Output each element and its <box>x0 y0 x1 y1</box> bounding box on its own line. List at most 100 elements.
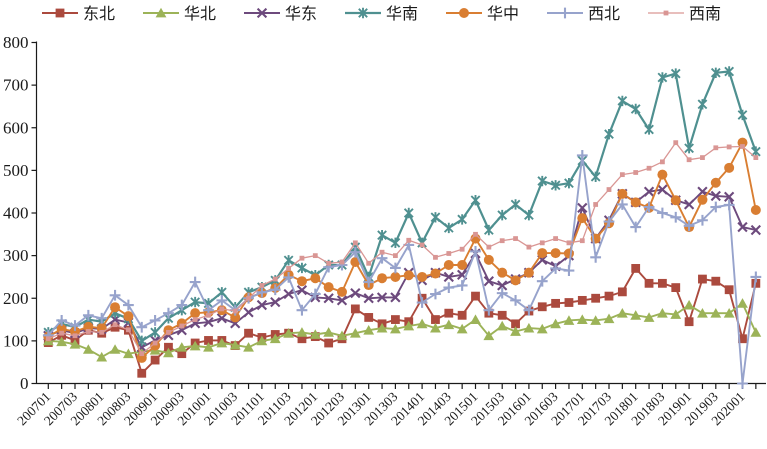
triangle-marker <box>430 322 441 333</box>
asterisk-marker <box>750 146 761 157</box>
triangle-marker <box>590 315 602 325</box>
dot-marker <box>326 260 332 266</box>
circle-marker <box>176 318 187 329</box>
square-marker <box>497 310 507 320</box>
asterisk-marker <box>430 212 441 223</box>
dot-marker <box>686 157 692 163</box>
triangle-marker <box>403 320 415 331</box>
triangle-marker <box>670 309 682 319</box>
square-marker <box>511 319 520 329</box>
x-axis-ticks: 2007012007032008012008032009012009032010… <box>14 383 757 428</box>
square-marker <box>711 276 721 286</box>
plus-marker <box>176 299 188 311</box>
dot-marker <box>232 308 238 314</box>
plus-marker <box>109 289 121 301</box>
plus-marker <box>523 304 535 316</box>
legend-label-huadong: 华东 <box>285 5 317 23</box>
dot-marker <box>379 249 385 255</box>
triangle-marker <box>510 326 521 336</box>
legend: 东北 华北 华东 华南 华中 西北 西南 <box>42 5 721 23</box>
square-marker <box>644 278 654 288</box>
x-marker <box>683 199 695 210</box>
axes <box>35 41 766 385</box>
circle-marker <box>510 275 521 286</box>
circle-marker <box>577 213 588 224</box>
y-tick-label: 100 <box>3 331 29 350</box>
dot-marker <box>246 295 251 301</box>
dot-marker <box>206 312 211 318</box>
triangle-marker <box>269 333 281 344</box>
triangle-marker <box>683 299 695 310</box>
plus-marker <box>296 304 308 316</box>
circle-marker <box>550 248 561 259</box>
x-marker <box>256 7 268 19</box>
asterisk-marker <box>150 327 160 338</box>
plus-marker <box>576 150 588 161</box>
triangle-marker <box>496 320 508 331</box>
asterisk-marker <box>617 95 628 107</box>
triangle-marker <box>750 327 762 337</box>
plus-marker <box>630 221 642 233</box>
triangle-marker <box>189 340 201 351</box>
dot-marker <box>663 10 669 16</box>
plus-marker <box>390 262 401 274</box>
circle-marker <box>670 195 681 206</box>
dot-marker <box>299 255 305 261</box>
dot-marker <box>633 170 639 175</box>
asterisk-marker <box>670 68 681 79</box>
dot-marker <box>393 253 398 259</box>
circle-marker <box>630 197 641 208</box>
circle-marker <box>430 268 441 279</box>
asterisk-marker <box>537 175 548 187</box>
circle-marker <box>724 162 735 173</box>
y-tick-label: 600 <box>3 118 29 137</box>
triangle-marker <box>483 330 495 341</box>
x-marker <box>243 307 254 318</box>
legend-label-huanan: 华南 <box>386 5 418 23</box>
circle-marker <box>123 311 134 322</box>
square-marker <box>617 287 627 297</box>
square-marker <box>164 342 173 352</box>
dot-marker <box>459 246 465 252</box>
plus-marker <box>657 207 668 219</box>
triangle-marker <box>390 323 401 334</box>
dot-marker <box>740 144 745 149</box>
asterisk-marker <box>724 66 735 77</box>
triangle-marker <box>203 342 214 352</box>
triangle-marker <box>336 330 348 341</box>
square-marker <box>150 355 160 365</box>
plus-marker <box>697 214 708 226</box>
series-huabei <box>42 298 762 362</box>
legend-label-huazhong: 华中 <box>487 5 519 23</box>
plus-marker <box>283 271 294 283</box>
square-marker <box>604 291 614 301</box>
dot-marker <box>673 140 679 146</box>
dot-marker <box>152 340 158 346</box>
dot-marker <box>72 333 78 339</box>
x-marker <box>296 285 308 296</box>
square-marker <box>364 313 374 322</box>
asterisk-marker <box>657 72 668 83</box>
square-marker <box>244 328 253 338</box>
circle-marker <box>483 254 494 265</box>
dot-marker <box>99 329 105 335</box>
dot-marker <box>272 276 278 282</box>
plus-marker <box>189 276 201 288</box>
square-marker <box>551 298 560 308</box>
circle-marker <box>136 352 147 363</box>
x-marker <box>577 202 588 214</box>
y-tick-label: 200 <box>3 289 29 308</box>
asterisk-marker <box>697 99 708 110</box>
x-marker <box>336 295 348 306</box>
dot-marker <box>566 240 572 246</box>
plus-marker <box>723 199 735 211</box>
plus-marker <box>616 199 628 210</box>
plus-marker <box>149 315 161 326</box>
circle-marker <box>457 260 468 271</box>
asterisk-marker <box>457 214 468 225</box>
asterisk-marker <box>644 124 654 135</box>
square-marker <box>177 349 187 359</box>
legend-item-huabei: 华北 <box>143 5 216 23</box>
asterisk-marker <box>630 103 641 115</box>
series-xibei <box>42 150 762 389</box>
